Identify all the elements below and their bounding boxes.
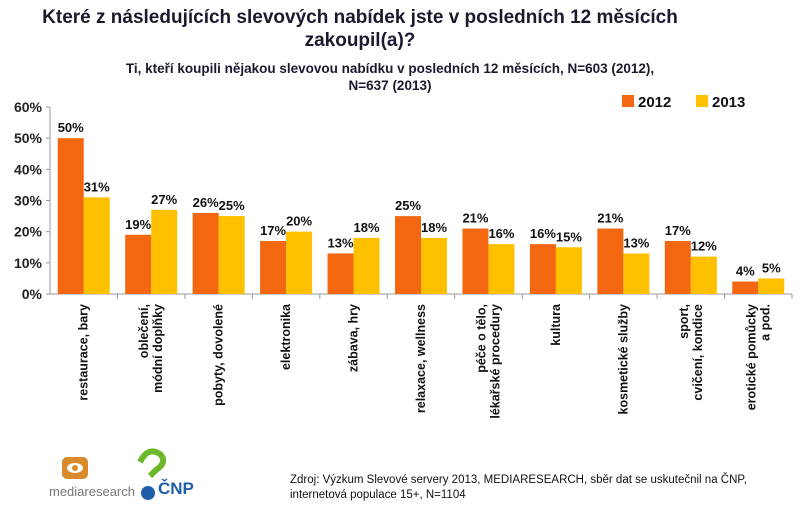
bar-2012 (125, 234, 152, 294)
data-label: 31% (84, 179, 110, 194)
data-label: 21% (597, 211, 623, 226)
data-label: 26% (193, 195, 219, 210)
data-label: 18% (421, 220, 447, 235)
bar-2012 (732, 281, 759, 294)
svg-text:mediaresearch: mediaresearch (49, 484, 135, 499)
bar-2013 (421, 237, 447, 294)
bar-2013 (353, 237, 380, 294)
category-label: relaxace, wellness (414, 304, 428, 413)
category-label: elektronika (279, 303, 293, 370)
category-label: pobyty, dovolené (212, 304, 226, 406)
data-label: 13% (328, 235, 354, 250)
svg-text:ČNP: ČNP (158, 479, 194, 498)
data-label: 15% (556, 229, 582, 244)
data-label: 16% (488, 226, 514, 241)
bar-2012 (529, 244, 556, 294)
chart-title: Které z následujících slevových nabídek … (42, 7, 678, 51)
bar-2012 (395, 216, 421, 294)
data-label: 27% (151, 192, 177, 207)
cnp-logo: ČNP (137, 448, 194, 500)
category-label: zábava, hry (347, 304, 361, 372)
data-label: 25% (219, 198, 245, 213)
bar-2012 (462, 228, 489, 294)
bar-2012 (260, 241, 287, 294)
bar-2012 (192, 212, 219, 294)
bar-2012 (597, 228, 624, 294)
bar-2012 (664, 241, 691, 294)
legend-label: 2012 (638, 94, 671, 111)
category-label: péče o tělo,lékařské procedury (474, 304, 502, 419)
data-label: 17% (260, 223, 286, 238)
bar-2013 (218, 216, 245, 294)
mediaresearch-logo: mediaresearch (49, 457, 135, 499)
data-label: 4% (736, 264, 755, 279)
y-tick-label: 60% (14, 99, 43, 115)
y-tick-label: 10% (14, 255, 43, 271)
data-label: 16% (530, 226, 556, 241)
legend-label: 2013 (712, 94, 745, 111)
category-label: sport,cvičení, kondice (677, 304, 705, 401)
bar-2012 (57, 138, 84, 294)
y-tick-label: 40% (14, 161, 43, 177)
bar-2013 (758, 278, 785, 294)
category-label: kosmetické služby (616, 304, 630, 415)
y-tick-label: 50% (14, 130, 43, 146)
data-label: 20% (286, 214, 312, 229)
data-label: 17% (665, 223, 691, 238)
data-label: 18% (354, 220, 380, 235)
legend-swatch-2013 (696, 95, 708, 107)
legend-swatch-2012 (622, 95, 634, 107)
data-label: 12% (691, 239, 717, 254)
data-label: 5% (762, 260, 781, 275)
bar-2013 (690, 256, 717, 294)
data-label: 21% (462, 211, 488, 226)
data-label: 50% (58, 120, 84, 135)
source-note: Zdroj: Výzkum Slevové servery 2013, MEDI… (290, 474, 747, 501)
bar-2013 (488, 244, 515, 294)
category-label: oblečení,módní doplňky (137, 304, 165, 393)
data-label: 25% (395, 198, 421, 213)
y-tick-label: 0% (22, 286, 43, 302)
chart-subtitle: Ti, kteří koupili nějakou slevovou nabíd… (125, 61, 655, 93)
category-label: restaurace, bary (77, 304, 91, 401)
bar-2013 (286, 231, 313, 294)
y-tick-label: 30% (14, 193, 43, 209)
y-tick-label: 20% (14, 224, 43, 240)
bar-2013 (555, 247, 582, 294)
data-label: 13% (623, 235, 649, 250)
bar-2012 (327, 253, 354, 294)
category-label: erotické pomůckya pod. (744, 304, 772, 410)
category-label: kultura (549, 303, 563, 346)
bar-2013 (83, 197, 110, 294)
data-label: 19% (125, 217, 151, 232)
bar-2013 (151, 209, 178, 294)
bar-2013 (623, 253, 650, 294)
